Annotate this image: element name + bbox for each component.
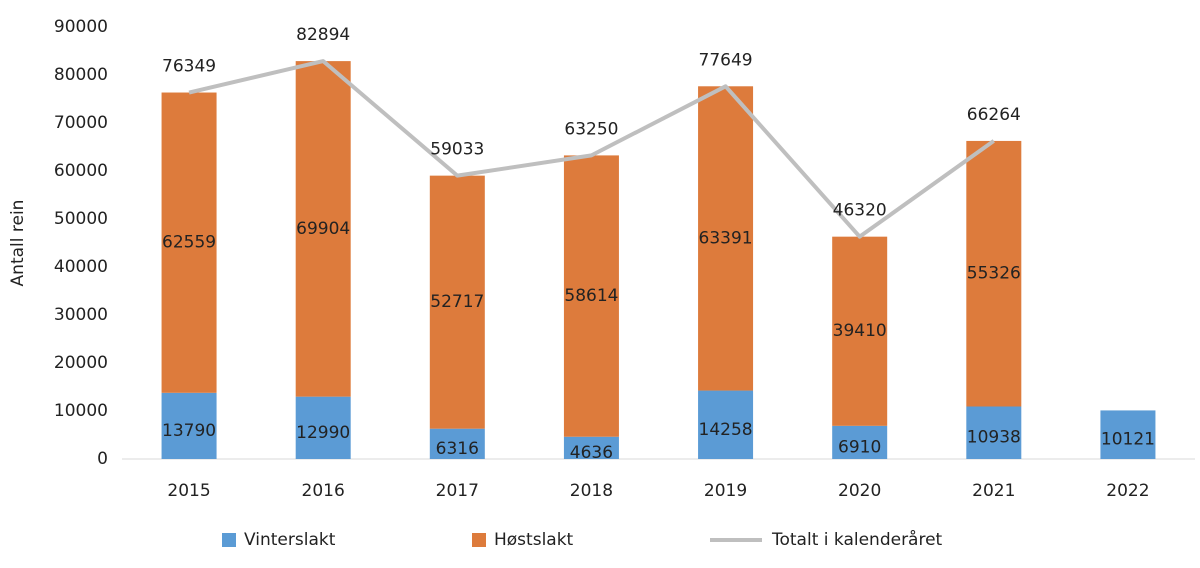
data-label: 66264 <box>967 105 1021 125</box>
data-label: 52717 <box>430 292 484 312</box>
bar-segment <box>563 436 619 459</box>
line <box>188 59 995 239</box>
data-label: 46320 <box>833 201 887 221</box>
bar-segment <box>1100 410 1156 459</box>
legend-label: Totalt i kalenderåret <box>771 529 943 550</box>
bar-segment <box>429 428 485 459</box>
x-tick-label: 2018 <box>570 481 613 501</box>
data-label: 14258 <box>699 420 753 440</box>
data-label: 39410 <box>833 321 887 341</box>
y-tick-label: 10000 <box>54 401 108 421</box>
legend-swatch <box>222 533 236 547</box>
data-label: 63250 <box>564 119 618 139</box>
data-label: 69904 <box>296 219 350 239</box>
y-tick-label: 60000 <box>54 161 108 181</box>
x-tick-label: 2020 <box>838 481 881 501</box>
data-label: 63391 <box>699 228 753 248</box>
data-label: 59033 <box>430 140 484 160</box>
data-label: 4636 <box>570 443 613 463</box>
data-label: 77649 <box>699 50 753 70</box>
legend-swatch <box>472 533 486 547</box>
data-label: 12990 <box>296 423 350 443</box>
bar-segment <box>698 86 754 391</box>
bar-segment <box>429 175 485 429</box>
bar-segment <box>966 406 1022 459</box>
data-label: 6910 <box>838 437 881 457</box>
bar-segment <box>295 61 351 397</box>
bar-segment <box>832 425 888 459</box>
x-tick-label: 2017 <box>436 481 479 501</box>
bar-segment <box>563 155 619 437</box>
x-tick-label: 2015 <box>167 481 210 501</box>
y-tick-label: 90000 <box>54 17 108 37</box>
legend-label: Høstslakt <box>494 530 574 550</box>
data-label: 76349 <box>162 57 216 77</box>
y-tick-label: 80000 <box>54 65 108 85</box>
x-tick-label: 2019 <box>704 481 747 501</box>
y-tick-label: 30000 <box>54 305 108 325</box>
data-label: 6316 <box>436 439 479 459</box>
data-label: 58614 <box>564 286 618 306</box>
x-tick-label: 2022 <box>1106 481 1149 501</box>
data-label: 82894 <box>296 25 350 45</box>
bar-segment <box>161 392 217 459</box>
bar-segment <box>966 140 1022 407</box>
data-label: 13790 <box>162 421 216 441</box>
bar-segment <box>161 92 217 393</box>
legend-label: Vinterslakt <box>244 530 336 550</box>
x-tick-label: 2016 <box>302 481 345 501</box>
x-tick-label: 2021 <box>972 481 1015 501</box>
y-tick-label: 70000 <box>54 113 108 133</box>
data-label: 62559 <box>162 233 216 253</box>
y-tick-label: 40000 <box>54 257 108 277</box>
bar-segment <box>295 396 351 459</box>
y-tick-label: 50000 <box>54 209 108 229</box>
y-axis-label: Antall rein <box>8 200 28 287</box>
y-tick-label: 0 <box>97 449 108 469</box>
data-label: 55326 <box>967 264 1021 284</box>
data-label: 10938 <box>967 428 1021 448</box>
bar-segment <box>832 236 888 426</box>
data-label: 10121 <box>1101 430 1155 450</box>
bar-segment <box>698 390 754 459</box>
y-tick-label: 20000 <box>54 353 108 373</box>
